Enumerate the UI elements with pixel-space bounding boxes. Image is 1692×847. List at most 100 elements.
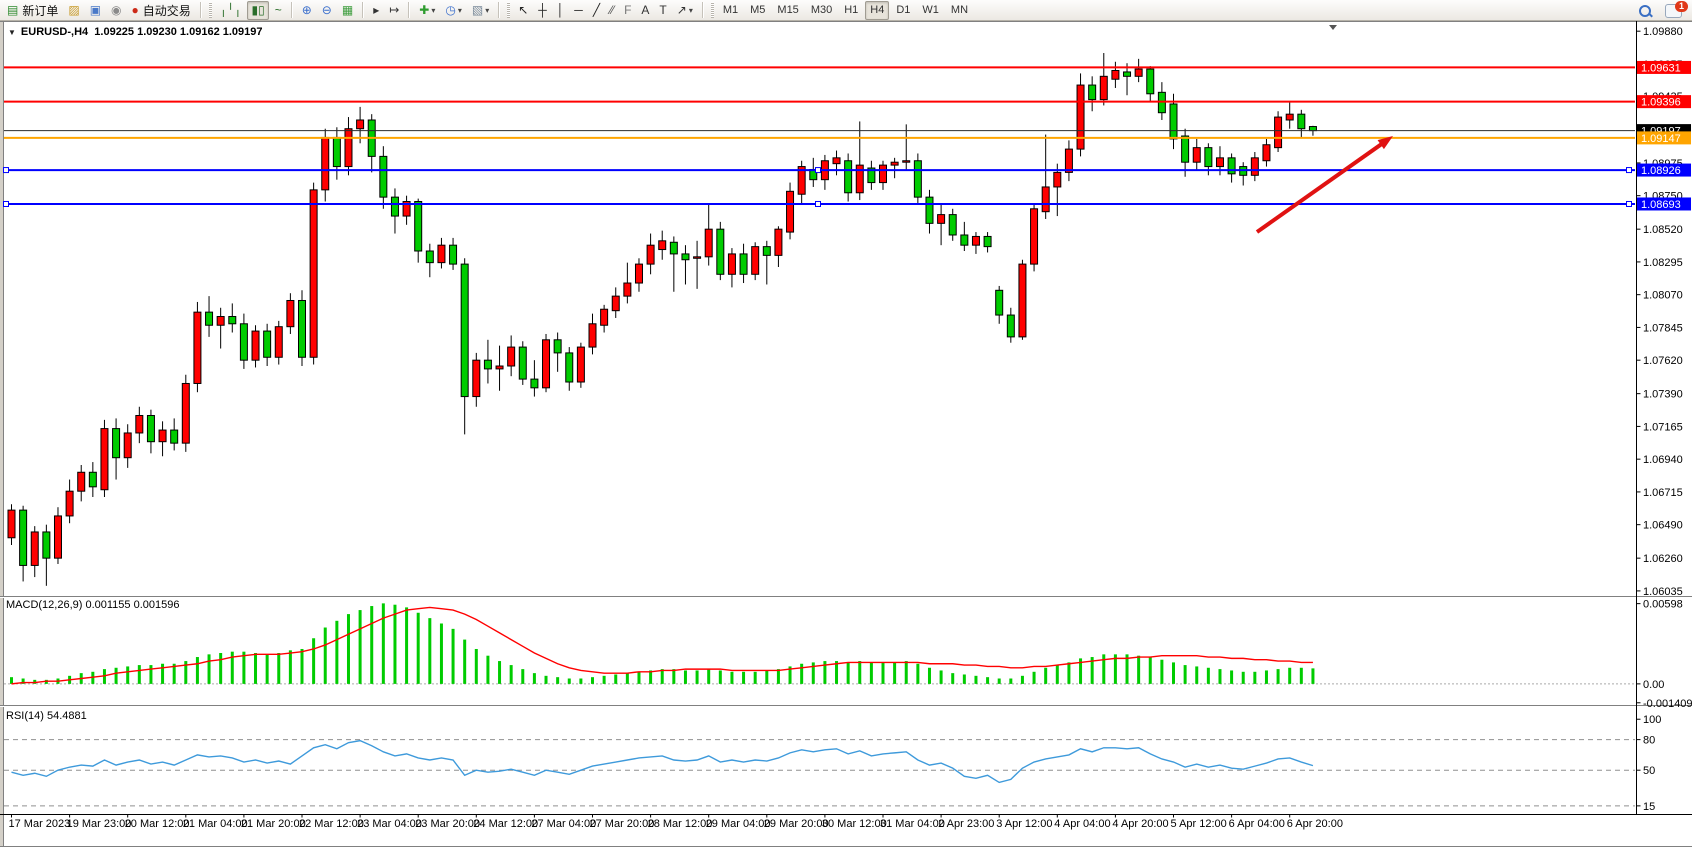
bull-candle xyxy=(7,509,16,539)
auto-trading-button[interactable]: ● 自动交易 xyxy=(128,1,195,20)
toolbar-drag-handle[interactable] xyxy=(507,2,511,18)
symbol-dropdown-icon[interactable]: ▼ xyxy=(8,28,16,37)
bull-candle xyxy=(251,330,260,361)
auto-scroll-button[interactable]: ▸ xyxy=(369,1,383,20)
support-line-2[interactable] xyxy=(3,200,1636,207)
vertical-line-icon: │ xyxy=(556,3,565,17)
toolbar-right: 1 xyxy=(1639,0,1688,21)
bear-candle xyxy=(205,311,214,326)
line-handle[interactable] xyxy=(1626,167,1632,174)
search-icon[interactable] xyxy=(1639,4,1653,17)
dropdown-caret-icon: ▾ xyxy=(431,5,436,15)
candlestick-chart-button[interactable]: ▮▯ xyxy=(247,0,269,20)
fibonacci-button[interactable]: F xyxy=(620,1,635,20)
line-handle[interactable] xyxy=(815,200,821,207)
tf-m1-button[interactable]: M1 xyxy=(722,4,739,16)
arrows-button[interactable]: ↗ ▾ xyxy=(673,1,697,20)
price-label-support-line-2: 1.08693 xyxy=(1637,197,1691,211)
bear-candle xyxy=(1181,135,1190,163)
svg-text:1.07165: 1.07165 xyxy=(1643,421,1683,433)
tf-w1-button[interactable]: W1 xyxy=(922,4,939,16)
svg-text:0.00: 0.00 xyxy=(1643,679,1664,691)
tf-d1-button[interactable]: D1 xyxy=(896,4,911,16)
svg-text:1.06940: 1.06940 xyxy=(1643,454,1683,466)
trend-arrow[interactable] xyxy=(1255,136,1393,234)
svg-text:1.07390: 1.07390 xyxy=(1643,389,1683,401)
toolbar-drag-handle[interactable] xyxy=(710,2,714,18)
bull-candle xyxy=(1099,75,1108,101)
bull-candle xyxy=(890,161,899,166)
bear-candle xyxy=(483,359,492,370)
zoom-out-button[interactable]: ⊖ xyxy=(318,1,336,20)
line-handle[interactable] xyxy=(815,167,821,174)
periods-button[interactable]: ◷ ▾ xyxy=(441,1,466,20)
line-chart-button[interactable]: ~ xyxy=(271,1,286,20)
vertical-line-button[interactable]: │ xyxy=(553,1,569,20)
price-chart-canvas: 1.098801.096551.094351.092101.089751.087… xyxy=(0,21,1692,847)
svg-text:1.09880: 1.09880 xyxy=(1643,26,1683,38)
svg-text:20 Mar 12:00: 20 Mar 12:00 xyxy=(125,818,190,830)
indicators-button[interactable]: ✚ ▾ xyxy=(415,1,439,20)
svg-text:80: 80 xyxy=(1643,735,1655,747)
tf-m15-button[interactable]: M15 xyxy=(777,4,799,16)
chart-shift-marker[interactable] xyxy=(1329,25,1337,30)
svg-text:29 Mar 20:00: 29 Mar 20:00 xyxy=(764,818,829,830)
bar-chart-button[interactable]: ╷╵╷ xyxy=(216,1,246,20)
bull-candle xyxy=(1262,144,1271,162)
tf-h4-button[interactable]: H4 xyxy=(865,0,890,20)
channel-button[interactable]: ⁄⁄ xyxy=(606,1,618,20)
trendline-button[interactable]: ╱ xyxy=(589,1,604,20)
horizontal-line-button[interactable]: ─ xyxy=(570,1,587,20)
terminal-window-button[interactable]: ▣ xyxy=(86,1,105,20)
svg-text:30 Mar 12:00: 30 Mar 12:00 xyxy=(822,818,887,830)
templates-button[interactable]: ▧ ▾ xyxy=(468,1,493,20)
support-line-1[interactable] xyxy=(3,167,1636,174)
text-button[interactable]: A xyxy=(637,1,653,20)
notification-badge: 1 xyxy=(1675,0,1688,12)
zoom-in-icon: ⊕ xyxy=(301,3,312,17)
bull-candle xyxy=(30,531,39,566)
bull-candle xyxy=(135,414,144,434)
bull-candle xyxy=(344,128,353,168)
bear-candle xyxy=(332,136,341,168)
text-label-button[interactable]: T xyxy=(655,1,670,20)
svg-text:0.00598: 0.00598 xyxy=(1643,599,1683,611)
bear-candle xyxy=(948,214,957,236)
svg-text:1.08295: 1.08295 xyxy=(1643,257,1683,269)
tf-mn-button[interactable]: MN xyxy=(950,4,969,16)
chart-shift-button[interactable]: ↦ xyxy=(385,1,403,20)
crosshair-button[interactable]: ┼ xyxy=(534,1,551,20)
new-order-icon: ▤ xyxy=(7,3,19,17)
bear-candle xyxy=(1204,147,1213,168)
metaeditor-icon: ▨ xyxy=(68,3,80,17)
periods-icon: ◷ xyxy=(445,3,456,17)
svg-text:23 Mar 20:00: 23 Mar 20:00 xyxy=(415,818,480,830)
macd-signal-line xyxy=(11,606,1313,685)
svg-text:22 Mar 12:00: 22 Mar 12:00 xyxy=(299,818,364,830)
line-handle[interactable] xyxy=(3,167,9,174)
tf-m5-button[interactable]: M5 xyxy=(750,4,766,16)
tile-windows-button[interactable]: ▦ xyxy=(338,1,357,20)
bull-candle xyxy=(495,365,504,370)
tf-h1-button[interactable]: H1 xyxy=(844,4,859,16)
notifications-icon[interactable]: 1 xyxy=(1665,0,1688,18)
crosshair-icon: ┼ xyxy=(538,3,547,17)
tf-m30-button[interactable]: M30 xyxy=(810,4,833,16)
line-handle[interactable] xyxy=(1626,200,1632,207)
zoom-in-button[interactable]: ⊕ xyxy=(298,1,316,20)
new-order-button[interactable]: ▤ 新订单 xyxy=(3,1,62,20)
line-handle[interactable] xyxy=(3,200,9,207)
svg-text:31 Mar 04:00: 31 Mar 04:00 xyxy=(880,818,945,830)
cursor-button[interactable]: ↖ xyxy=(514,1,532,20)
svg-text:15: 15 xyxy=(1643,801,1655,813)
svg-text:4 Apr 04:00: 4 Apr 04:00 xyxy=(1054,818,1110,830)
bull-candle xyxy=(704,228,713,258)
rsi-line xyxy=(11,739,1314,784)
bear-candle xyxy=(1297,113,1306,130)
arrows-icon: ↗ xyxy=(676,3,687,17)
bull-candle xyxy=(971,235,980,246)
toolbar-drag-handle[interactable] xyxy=(208,2,212,18)
metaeditor-button[interactable]: ▨ xyxy=(64,1,83,20)
alerts-button[interactable]: ◉ xyxy=(107,1,125,20)
